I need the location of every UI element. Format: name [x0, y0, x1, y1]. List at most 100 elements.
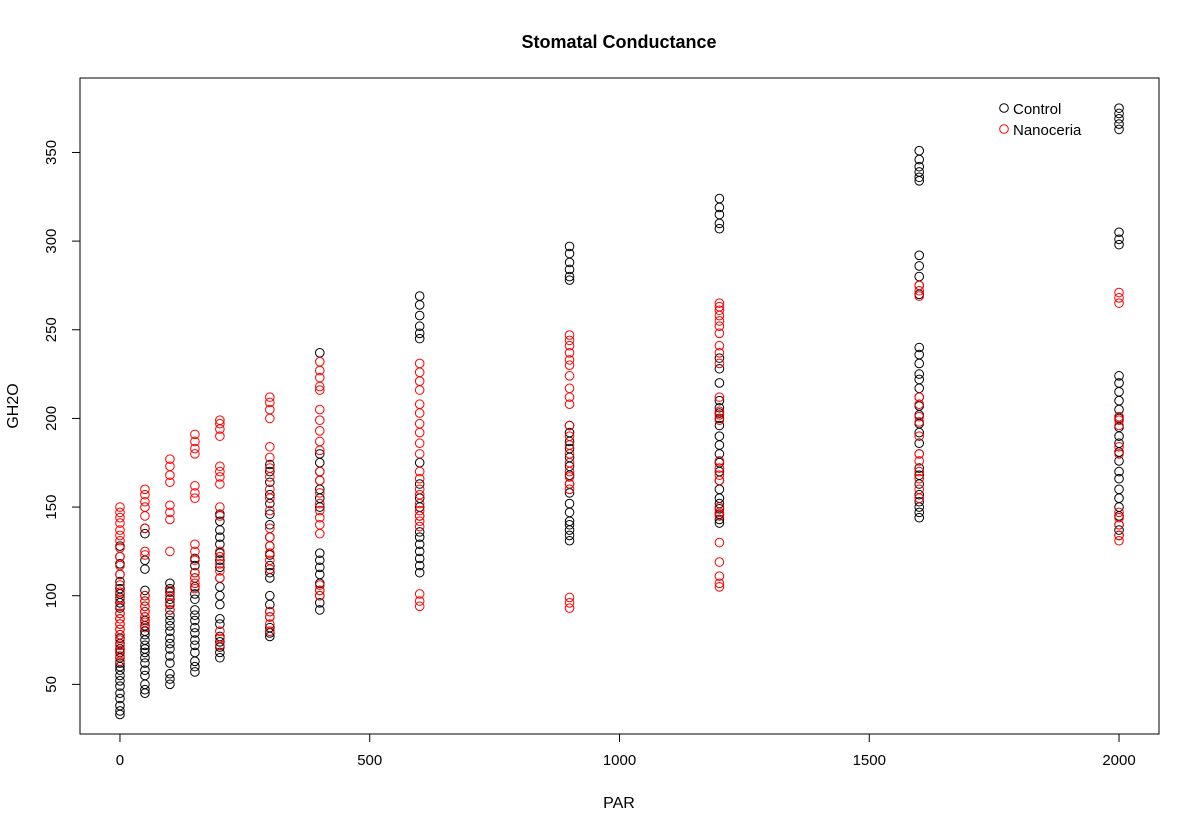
data-point [215, 431, 225, 441]
data-point [115, 635, 125, 645]
data-point [714, 537, 725, 548]
data-point [165, 454, 175, 464]
data-point [314, 555, 325, 566]
data-point [265, 606, 275, 617]
data-point [190, 640, 200, 651]
data-point [564, 360, 575, 371]
data-point [714, 310, 725, 321]
data-point [165, 658, 175, 668]
data-point [190, 480, 200, 491]
data-point [714, 209, 725, 220]
data-point [215, 558, 225, 569]
legend-marker [999, 103, 1009, 113]
data-point [265, 466, 275, 477]
data-point [115, 651, 125, 661]
x-tick-label: 1500 [853, 752, 886, 769]
data-point [215, 546, 225, 557]
legend: Control Nanoceria [999, 101, 1082, 139]
data-point [914, 261, 925, 271]
data-point [165, 633, 175, 644]
data-point [1114, 502, 1124, 512]
data-point [564, 519, 575, 530]
data-point [265, 441, 275, 452]
data-point [190, 656, 200, 667]
data-point [314, 580, 325, 590]
data-point [314, 493, 325, 503]
data-point [914, 374, 925, 385]
data-point [115, 608, 125, 619]
data-point [140, 502, 150, 512]
data-point [714, 392, 725, 402]
data-point [1114, 395, 1124, 406]
data-point [314, 348, 325, 358]
data-point [564, 592, 575, 603]
data-point [265, 472, 275, 482]
data-point [714, 470, 725, 480]
data-point [414, 466, 425, 477]
data-point [414, 358, 425, 369]
data-point [914, 369, 925, 379]
data-point [265, 523, 275, 534]
data-point [140, 640, 150, 651]
data-point [564, 340, 575, 351]
data-point [265, 532, 275, 543]
data-point [914, 250, 925, 261]
data-point [215, 479, 225, 489]
data-point [215, 532, 225, 543]
data-point [190, 578, 200, 589]
data-point [564, 271, 575, 282]
data-point [165, 598, 175, 608]
data-point [564, 431, 575, 441]
data-point [914, 489, 925, 500]
data-point [1114, 535, 1124, 546]
data-point [115, 688, 125, 699]
data-point [314, 590, 325, 601]
data-point [914, 507, 925, 518]
data-point [1114, 298, 1124, 308]
data-point [140, 617, 150, 628]
data-point [190, 594, 200, 605]
data-point [165, 668, 175, 679]
data-point [140, 596, 150, 606]
data-point [265, 519, 275, 530]
data-point [714, 578, 725, 589]
data-point [564, 248, 575, 259]
data-point [414, 321, 425, 332]
data-point [215, 539, 225, 550]
data-point [914, 172, 925, 183]
data-point [314, 372, 325, 383]
data-point [1114, 512, 1124, 523]
data-point [265, 459, 275, 470]
legend-label: Nanoceria [1013, 122, 1082, 139]
data-point [215, 562, 225, 573]
data-point [414, 527, 425, 537]
data-point [314, 562, 325, 573]
data-point [265, 392, 275, 402]
data-point [564, 443, 575, 454]
data-point [140, 489, 150, 500]
data-point [215, 573, 225, 583]
data-point [215, 637, 225, 647]
data-point [564, 241, 575, 252]
data-point [564, 472, 575, 482]
data-point [265, 612, 275, 622]
data-point [140, 496, 150, 507]
data-point [564, 371, 575, 381]
data-point [414, 438, 425, 449]
data-point [115, 670, 125, 681]
series-nanoceria [115, 280, 1124, 667]
data-point [714, 223, 725, 234]
data-point [714, 348, 725, 358]
data-point [190, 610, 200, 621]
data-point [165, 514, 175, 525]
data-point [414, 505, 425, 516]
data-point [414, 589, 425, 599]
data-point [140, 601, 150, 612]
data-point [190, 488, 200, 498]
data-point [714, 316, 725, 326]
data-point [190, 443, 200, 454]
data-point [215, 418, 225, 429]
data-point [714, 582, 725, 592]
plot-frame [79, 77, 1160, 735]
data-point [115, 700, 125, 711]
